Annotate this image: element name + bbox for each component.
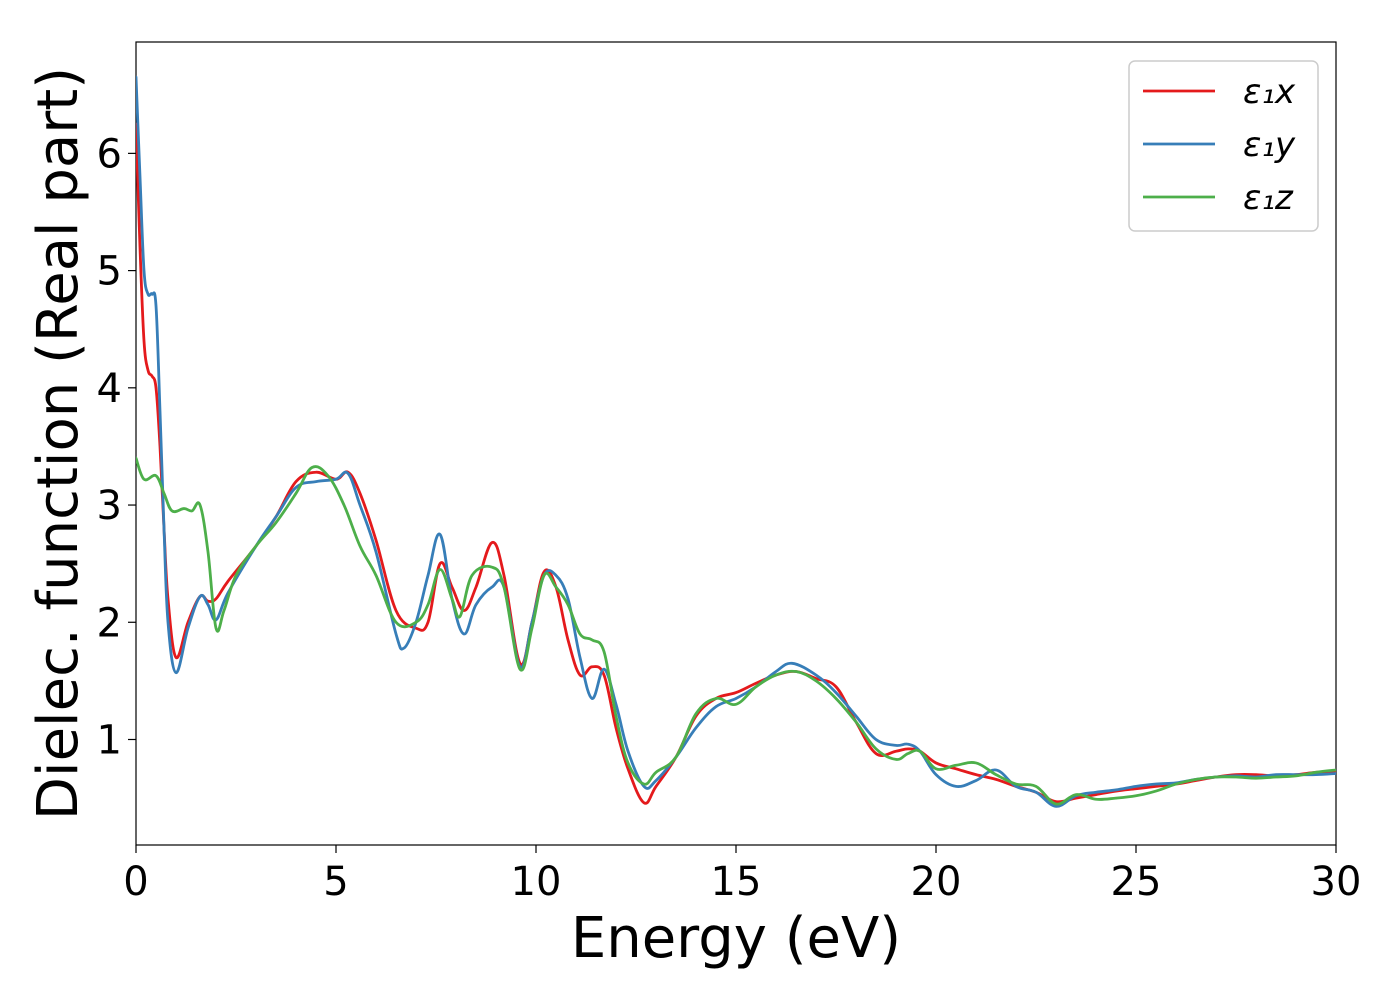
legend-label-3: ε₁z bbox=[1243, 178, 1294, 218]
legend: ε₁x ε₁y ε₁z bbox=[1128, 60, 1319, 232]
y-tick-label: 2 bbox=[97, 600, 122, 646]
series-line-2 bbox=[136, 75, 1336, 808]
x-tick-label: 25 bbox=[1111, 859, 1162, 905]
x-tick-label: 20 bbox=[911, 859, 962, 905]
y-axis-title: Dielec. function (Real part) bbox=[26, 67, 91, 820]
series-line-3 bbox=[136, 456, 1336, 806]
x-tick-label: 5 bbox=[323, 859, 348, 905]
x-axis: 0 5 10 15 20 25 30 bbox=[123, 845, 1361, 905]
legend-label-1: ε₁x bbox=[1243, 72, 1296, 112]
y-tick-label: 6 bbox=[97, 131, 122, 177]
y-axis: 1 2 3 4 5 6 bbox=[97, 131, 136, 763]
series-line-1 bbox=[136, 122, 1336, 805]
x-tick-label: 0 bbox=[123, 859, 148, 905]
y-tick-label: 1 bbox=[97, 717, 122, 763]
y-tick-label: 3 bbox=[97, 483, 122, 529]
y-tick-label: 4 bbox=[97, 366, 122, 412]
series-layer bbox=[136, 75, 1336, 808]
x-tick-label: 15 bbox=[711, 859, 762, 905]
x-tick-label: 10 bbox=[511, 859, 562, 905]
legend-label-2: ε₁y bbox=[1243, 125, 1296, 165]
x-axis-title: Energy (eV) bbox=[571, 906, 901, 971]
x-tick-label: 30 bbox=[1311, 859, 1362, 905]
y-tick-label: 5 bbox=[97, 249, 122, 295]
legend-box bbox=[1128, 60, 1319, 232]
